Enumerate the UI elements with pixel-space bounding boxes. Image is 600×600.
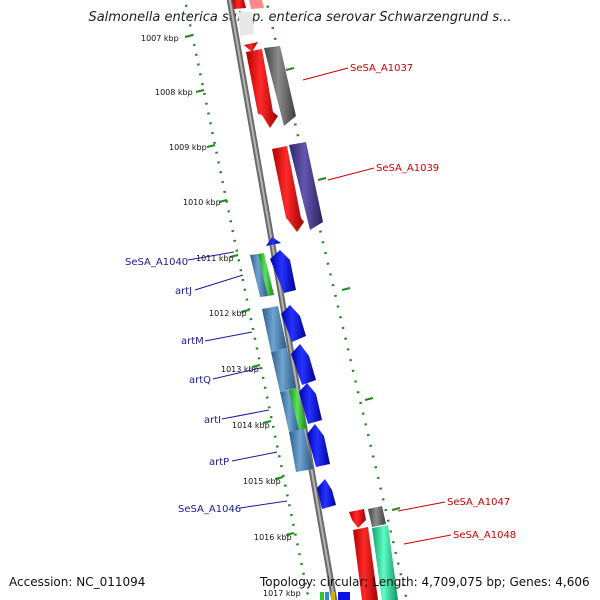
scale-ticks [184, 34, 401, 536]
scale-label: 1008 kbp [155, 88, 193, 97]
cds-blue-small [266, 237, 281, 246]
chromosome-backbone [226, 0, 338, 600]
scale-label: 1007 kbp [141, 34, 179, 43]
scale-label: 1014 kbp [232, 421, 270, 430]
scale-label: 1017 kbp [263, 589, 301, 598]
gene-label-artJ[interactable]: artJ [175, 286, 192, 297]
cds-steel [250, 254, 268, 297]
cds-blue [270, 250, 296, 293]
gene-label-SeSA_A1039[interactable]: SeSA_A1039 [376, 163, 439, 174]
outer-scale-ring [183, 0, 311, 600]
cds-green [289, 388, 307, 430]
gene-label-SeSA_A1048[interactable]: SeSA_A1048 [453, 530, 516, 541]
scale-label: 1012 kbp [209, 309, 247, 318]
cds-SeSA_A1037-group [246, 46, 296, 128]
scale-label: 1013 kbp [221, 365, 259, 374]
cds-blue [299, 383, 322, 424]
cds-SeSA_A1047-group [349, 506, 398, 600]
cds-purple [289, 142, 323, 230]
cds-red [246, 49, 278, 128]
cds-gray [368, 506, 386, 527]
cds-red [353, 527, 378, 600]
cds-steel [271, 348, 296, 392]
gene-label-SeSA_A1037[interactable]: SeSA_A1037 [350, 63, 413, 74]
top-partial-features [232, 0, 264, 52]
accession-text: Accession: NC_011094 [9, 575, 146, 589]
cds-steel [289, 429, 313, 472]
scale-label: 1015 kbp [243, 477, 281, 486]
cds-blue [281, 305, 306, 342]
leader-lines [187, 67, 452, 545]
bottom-partial-features [320, 592, 350, 600]
gene-label-artQ[interactable]: artQ [189, 375, 211, 386]
map-title: Salmonella enterica subsp. enterica sero… [88, 10, 512, 25]
cds-blue [317, 479, 336, 509]
gene-label-artP[interactable]: artP [209, 457, 229, 468]
cds-art-operon [250, 237, 336, 509]
gene-labels: SeSA_A1037 SeSA_A1039 SeSA_A1040 artJ ar… [125, 63, 516, 541]
scale-label: 1016 kbp [254, 533, 292, 542]
topology-summary: Topology: circular; Length: 4,709,075 bp… [260, 575, 590, 589]
gene-label-SeSA_A1040[interactable]: SeSA_A1040 [125, 257, 188, 268]
gene-label-artM[interactable]: artM [181, 336, 204, 347]
cds-red [272, 146, 304, 232]
scale-label: 1010 kbp [183, 198, 221, 207]
cds-red [349, 509, 366, 528]
gene-label-SeSA_A1046[interactable]: SeSA_A1046 [178, 504, 241, 515]
cds-teal [372, 525, 398, 600]
gene-label-SeSA_A1047[interactable]: SeSA_A1047 [447, 497, 510, 508]
cds-blue [291, 344, 316, 385]
cds-steel [280, 390, 300, 432]
cds-gray [264, 46, 296, 126]
cds-blue [307, 424, 330, 467]
cds-SeSA_A1039-group [272, 142, 323, 232]
scale-label: 1011 kbp [196, 254, 234, 263]
cds-steel [262, 306, 287, 352]
scale-labels: 1007 kbp 1008 kbp 1009 kbp 1010 kbp 1011… [141, 34, 301, 598]
gene-label-artI[interactable]: artI [204, 415, 221, 426]
scale-label: 1009 kbp [169, 143, 207, 152]
cds-green [258, 253, 274, 296]
